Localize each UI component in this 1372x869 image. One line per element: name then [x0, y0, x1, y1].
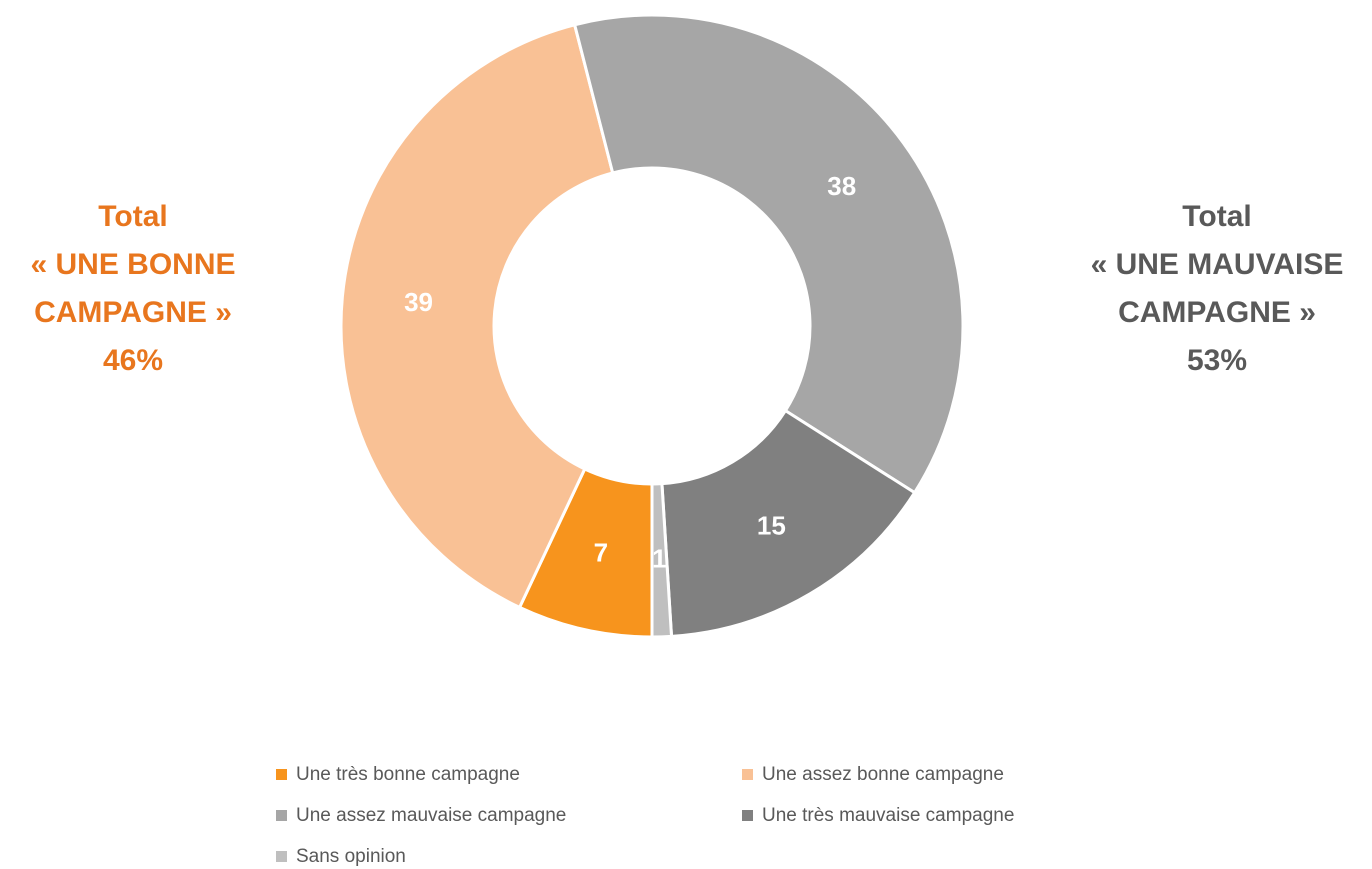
- legend-swatch: [742, 769, 753, 780]
- annotation: Total: [1182, 200, 1251, 233]
- slice: [339, 22, 615, 610]
- legend-swatch: [276, 851, 287, 862]
- slice: [572, 13, 965, 495]
- annotation: 46%: [103, 344, 163, 377]
- annotation: « UNE MAUVAISE: [1091, 248, 1344, 281]
- data-label: 39: [404, 287, 433, 317]
- legend-label: Une très bonne campagne: [296, 764, 520, 785]
- slice: [650, 482, 674, 639]
- annotation: « UNE BONNE: [30, 248, 235, 281]
- legend-label: Une assez mauvaise campagne: [296, 805, 566, 826]
- legend-swatch: [276, 810, 287, 821]
- data-label: 1: [652, 543, 666, 573]
- legend-swatch: [276, 769, 287, 780]
- data-label: 15: [757, 511, 786, 541]
- annotation: CAMPAGNE »: [34, 296, 232, 329]
- slice: [660, 408, 917, 638]
- annotation: CAMPAGNE »: [1118, 296, 1316, 329]
- legend-label: Sans opinion: [296, 846, 406, 867]
- annotation: Total: [98, 200, 167, 233]
- annotation: 53%: [1187, 344, 1247, 377]
- legend-swatch: [742, 810, 753, 821]
- legend-label: Une assez bonne campagne: [762, 764, 1004, 785]
- legend-label: Une très mauvaise campagne: [762, 805, 1014, 826]
- data-label: 7: [594, 538, 608, 568]
- data-label: 38: [827, 171, 856, 201]
